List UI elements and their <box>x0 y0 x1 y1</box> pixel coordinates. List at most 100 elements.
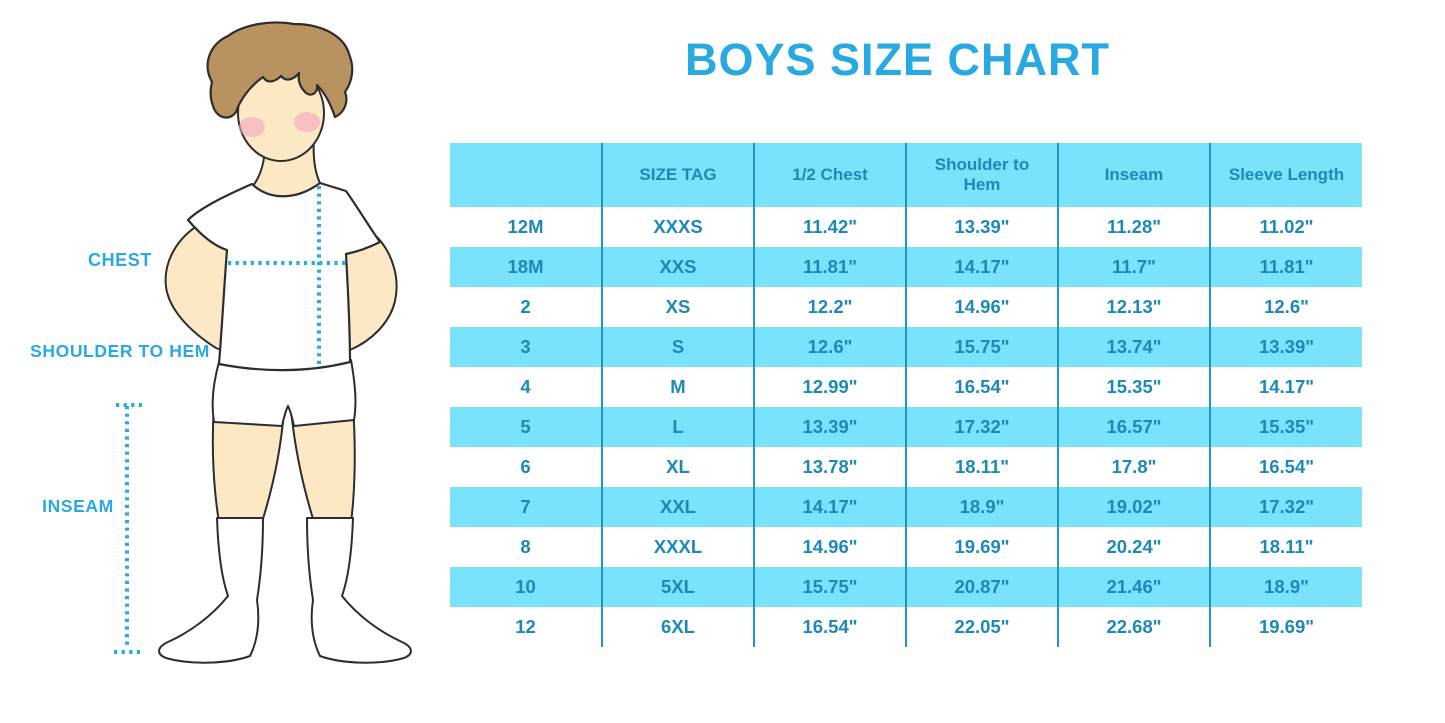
boy-illustration <box>114 21 412 664</box>
table-cell: 12.6" <box>753 327 906 367</box>
boy-left-cheek <box>239 117 265 137</box>
column-header-half-chest: 1/2 Chest <box>753 143 906 207</box>
table-row: 8 XXXL 14.96" 19.69" 20.24" 18.11" <box>450 527 1362 567</box>
size-table-body: 12M XXXS 11.42" 13.39" 11.28" 11.02" 18M XXS 11.… <box>450 207 1362 647</box>
table-cell: 19.69" <box>1209 607 1362 647</box>
table-cell: 17.32" <box>905 407 1058 447</box>
table-cell: 22.05" <box>905 607 1058 647</box>
table-cell: 11.81" <box>753 247 906 287</box>
column-header-sleeve-length: Sleeve Length <box>1209 143 1362 207</box>
table-cell: 13.74" <box>1057 327 1210 367</box>
table-cell: M <box>601 367 754 407</box>
inseam-label: INSEAM <box>42 496 114 516</box>
table-cell: 6 <box>520 456 531 477</box>
table-cell: 17.8" <box>1057 447 1210 487</box>
table-cell: S <box>601 327 754 367</box>
table-cell: 13.39" <box>1209 327 1362 367</box>
boy-right-sock <box>306 517 412 664</box>
column-header-size-tag: SIZE TAG <box>601 143 754 207</box>
boy-right-cheek <box>294 112 320 132</box>
table-cell: 8 <box>520 536 531 557</box>
table-row: 12M XXXS 11.42" 13.39" 11.28" 11.02" <box>450 207 1362 247</box>
table-cell: 18.11" <box>1209 527 1362 567</box>
table-cell: 18M <box>507 256 544 277</box>
table-cell: 18.9" <box>1209 567 1362 607</box>
table-row: 6 XL 13.78" 18.11" 17.8" 16.54" <box>450 447 1362 487</box>
table-cell: 12 <box>515 616 536 637</box>
table-row: 5 L 13.39" 17.32" 16.57" 15.35" <box>450 407 1362 447</box>
chest-label: CHEST <box>87 250 152 270</box>
table-row: 18M XXS 11.81" 14.17" 11.7" 11.81" <box>450 247 1362 287</box>
table-cell: 18.9" <box>905 487 1058 527</box>
table-cell: 4 <box>520 376 531 397</box>
table-cell: 11.81" <box>1209 247 1362 287</box>
shoulder-to-hem-label: SHOULDER TO HEM <box>30 341 210 361</box>
measurement-diagram: CHEST SHOULDER TO HEM INSEAM <box>0 0 450 723</box>
table-cell: 14.96" <box>905 287 1058 327</box>
table-cell: 12.99" <box>753 367 906 407</box>
table-cell: 14.17" <box>1209 367 1362 407</box>
table-row: 10 5XL 15.75" 20.87" 21.46" 18.9" <box>450 567 1362 607</box>
table-row: 12 6XL 16.54" 22.05" 22.68" 19.69" <box>450 607 1362 647</box>
table-cell: 5 <box>520 416 531 437</box>
column-header-inseam: Inseam <box>1057 143 1210 207</box>
table-cell: 14.17" <box>905 247 1058 287</box>
table-cell: XXS <box>601 247 754 287</box>
table-cell: 12.2" <box>753 287 906 327</box>
table-cell: 11.02" <box>1209 207 1362 247</box>
table-cell: 12.6" <box>1209 287 1362 327</box>
boy-hair <box>206 21 354 119</box>
table-row: 7 XXL 14.17" 18.9" 19.02" 17.32" <box>450 487 1362 527</box>
table-cell: 19.69" <box>905 527 1058 567</box>
table-cell: 22.68" <box>1057 607 1210 647</box>
table-cell: 16.54" <box>753 607 906 647</box>
table-cell: 16.54" <box>905 367 1058 407</box>
boy-right-arm <box>335 236 398 355</box>
table-cell: 7 <box>520 496 531 517</box>
table-cell: 13.39" <box>753 407 906 447</box>
size-table: SIZE TAG 1/2 Chest Shoulder to Hem Insea… <box>450 143 1362 647</box>
table-cell: 2 <box>520 296 531 317</box>
table-cell: 11.28" <box>1057 207 1210 247</box>
table-cell: L <box>601 407 754 447</box>
page-title: BOYS SIZE CHART <box>684 34 1111 85</box>
table-cell: 15.35" <box>1209 407 1362 447</box>
boy-left-arm <box>164 223 235 355</box>
table-cell: 15.35" <box>1057 367 1210 407</box>
table-cell: 20.24" <box>1057 527 1210 567</box>
table-row: 2 XS 12.2" 14.96" 12.13" 12.6" <box>450 287 1362 327</box>
table-header-row: SIZE TAG 1/2 Chest Shoulder to Hem Insea… <box>450 143 1362 207</box>
table-row: 4 M 12.99" 16.54" 15.35" 14.17" <box>450 367 1362 407</box>
table-cell: XS <box>601 287 754 327</box>
table-cell: XXXS <box>601 207 754 247</box>
table-cell: XXXL <box>601 527 754 567</box>
table-cell: 20.87" <box>905 567 1058 607</box>
table-cell: 14.96" <box>753 527 906 567</box>
boy-left-sock <box>158 517 264 664</box>
table-cell: 6XL <box>601 607 754 647</box>
table-cell: 17.32" <box>1209 487 1362 527</box>
boy-shirt <box>186 181 382 372</box>
table-cell: 16.54" <box>1209 447 1362 487</box>
table-cell: 13.39" <box>905 207 1058 247</box>
table-cell: 19.02" <box>1057 487 1210 527</box>
table-cell: 10 <box>515 576 536 597</box>
table-cell: 11.7" <box>1057 247 1210 287</box>
table-cell: 16.57" <box>1057 407 1210 447</box>
column-header-size <box>450 143 602 207</box>
table-cell: 12M <box>507 216 544 237</box>
table-cell: XL <box>601 447 754 487</box>
column-header-shoulder-to-hem: Shoulder to Hem <box>905 143 1058 207</box>
table-row: 3 S 12.6" 15.75" 13.74" 13.39" <box>450 327 1362 367</box>
table-cell: 15.75" <box>905 327 1058 367</box>
table-cell: 13.78" <box>753 447 906 487</box>
table-cell: 15.75" <box>753 567 906 607</box>
table-cell: 5XL <box>601 567 754 607</box>
table-cell: XXL <box>601 487 754 527</box>
table-cell: 12.13" <box>1057 287 1210 327</box>
table-cell: 14.17" <box>753 487 906 527</box>
table-cell: 21.46" <box>1057 567 1210 607</box>
table-cell: 11.42" <box>753 207 906 247</box>
table-cell: 18.11" <box>905 447 1058 487</box>
table-cell: 3 <box>520 336 531 357</box>
